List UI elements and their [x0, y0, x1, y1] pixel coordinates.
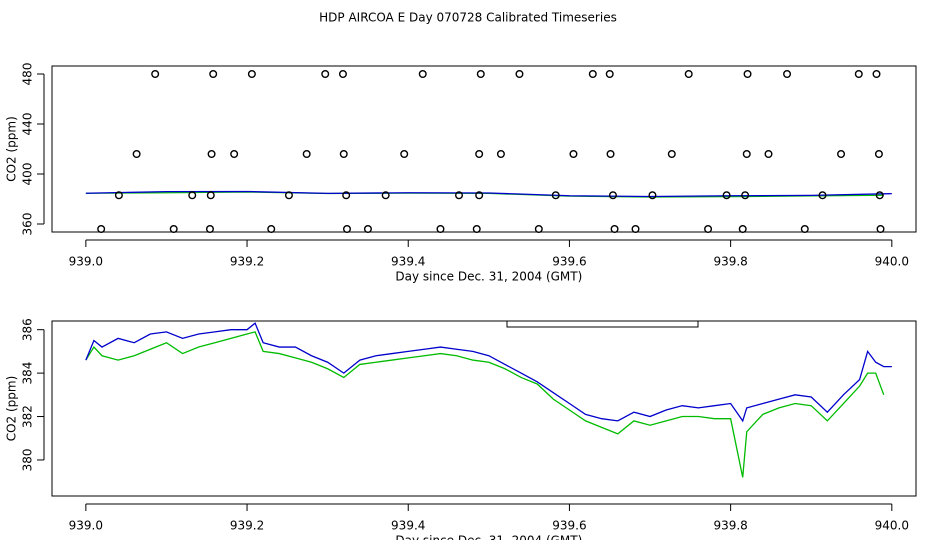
x-axis-label: Day since Dec. 31, 2004 (GMT) [395, 534, 582, 540]
x-tick-label: 939.4 [391, 519, 425, 533]
data-point [455, 191, 464, 200]
data-point [342, 224, 351, 233]
data-point [381, 191, 390, 200]
data-point [515, 69, 524, 78]
y-tick-label: 384 [21, 362, 35, 385]
data-point [436, 224, 445, 233]
data-point [209, 69, 218, 78]
blank-box [506, 320, 699, 328]
data-point [496, 149, 505, 158]
data-point [151, 69, 160, 78]
data-point [207, 149, 216, 158]
data-point [608, 191, 617, 200]
data-point [338, 69, 347, 78]
data-point [321, 69, 330, 78]
data-point [114, 191, 123, 200]
x-tick-label: 939.0 [69, 519, 103, 533]
data-point [704, 224, 713, 233]
data-point [551, 191, 560, 200]
data-point [872, 69, 881, 78]
data-point [206, 191, 215, 200]
data-point [605, 69, 614, 78]
data-point [684, 69, 693, 78]
data-point [875, 191, 884, 200]
data-point [267, 224, 276, 233]
y-axis-label: CO2 (ppm) [5, 116, 19, 182]
data-point [837, 149, 846, 158]
data-point [169, 224, 178, 233]
data-point [476, 69, 485, 78]
data-point [722, 191, 731, 200]
data-point [418, 69, 427, 78]
data-point [588, 69, 597, 78]
x-tick-label: 940.0 [875, 519, 909, 533]
data-point [606, 149, 615, 158]
x-tick-label: 939.6 [552, 255, 586, 269]
x-tick-label: 939.2 [230, 255, 264, 269]
data-point [818, 191, 827, 200]
x-axis-label: Day since Dec. 31, 2004 (GMT) [395, 270, 582, 284]
data-point [874, 149, 883, 158]
x-tick-label: 939.2 [230, 519, 264, 533]
x-tick-label: 940.0 [875, 255, 909, 269]
data-point [205, 224, 214, 233]
data-point [132, 149, 141, 158]
y-tick-label: 360 [21, 213, 35, 236]
plot-frame [51, 65, 917, 233]
data-point [302, 149, 311, 158]
x-tick-label: 939.6 [552, 519, 586, 533]
y-tick-label: 386 [21, 318, 35, 341]
y-tick-label: 480 [21, 63, 35, 86]
data-point [783, 69, 792, 78]
data-point [284, 191, 293, 200]
data-point [534, 224, 543, 233]
chart-title: HDP AIRCOA E Day 070728 Calibrated Times… [319, 11, 617, 25]
x-tick-label: 939.0 [69, 255, 103, 269]
data-point [569, 149, 578, 158]
data-point [738, 224, 747, 233]
data-point [188, 191, 197, 200]
data-point [854, 69, 863, 78]
data-point [400, 149, 409, 158]
x-tick-label: 939.4 [391, 255, 425, 269]
data-line [85, 322, 892, 423]
data-point [230, 149, 239, 158]
y-tick-label: 400 [21, 163, 35, 186]
y-axis-label: CO2 (ppm) [5, 376, 19, 442]
data-point [631, 224, 640, 233]
x-tick-label: 939.8 [713, 255, 747, 269]
data-point [97, 224, 106, 233]
data-point [648, 191, 657, 200]
data-point [610, 224, 619, 233]
data-point [876, 224, 885, 233]
data-point [363, 224, 372, 233]
data-point [475, 191, 484, 200]
x-tick-label: 939.8 [713, 519, 747, 533]
data-point [342, 191, 351, 200]
data-point [472, 224, 481, 233]
data-point [800, 224, 809, 233]
data-point [742, 149, 751, 158]
y-tick-label: 440 [21, 113, 35, 136]
data-point [741, 191, 750, 200]
data-point [475, 149, 484, 158]
data-point [667, 149, 676, 158]
y-tick-label: 380 [21, 449, 35, 472]
data-point [743, 69, 752, 78]
data-point [247, 69, 256, 78]
data-line [85, 190, 892, 198]
data-point [339, 149, 348, 158]
plot-frame [51, 320, 917, 497]
data-point [764, 149, 773, 158]
y-tick-label: 382 [21, 405, 35, 428]
data-line [85, 331, 885, 478]
